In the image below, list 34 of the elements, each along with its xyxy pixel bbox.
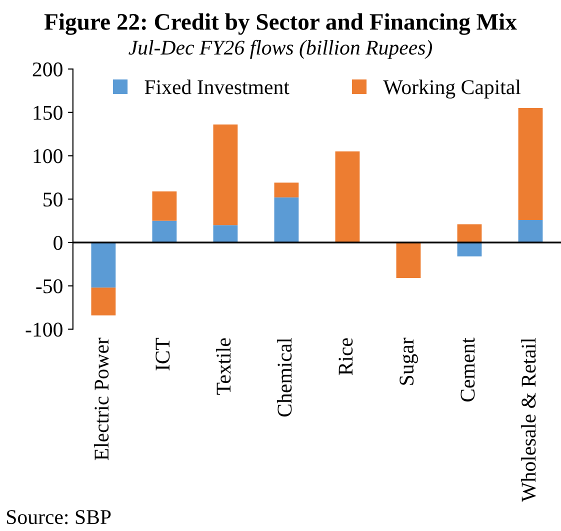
bar (91, 288, 116, 316)
bar (152, 220, 177, 242)
y-tick-label: 200 (32, 62, 62, 76)
bar (274, 197, 299, 242)
legend-label: Fixed Investment (144, 80, 290, 94)
bar (91, 242, 116, 288)
chart-title: Figure 22: Credit by Sector and Financing Mix (44, 13, 517, 35)
bar (213, 225, 238, 242)
bar (274, 182, 299, 198)
source-note: Source: SBP (7, 510, 111, 524)
x-tick-label: Wholesale & Retail (521, 338, 536, 502)
y-tick-label: 0 (54, 236, 62, 250)
bar (335, 151, 360, 242)
x-tick-label: ICT (156, 338, 170, 370)
x-tick-label: Chemical (277, 338, 292, 417)
y-tick-label: 150 (34, 106, 62, 120)
bar (213, 124, 238, 226)
bar (152, 191, 177, 221)
y-tick-label: 100 (34, 149, 62, 164)
x-tick-label: Sugar (400, 338, 418, 385)
y-tick-label: -100 (26, 322, 62, 337)
x-tick-label: Cement (460, 338, 475, 402)
bar (396, 242, 421, 278)
y-tick-label: -50 (36, 279, 62, 294)
legend-label: Working Capital (383, 80, 521, 99)
bar (518, 108, 543, 220)
chart-subtitle: Jul-Dec FY26 flows (billion Rupees) (128, 40, 432, 59)
x-tick-label: Electric Power (94, 338, 109, 460)
x-tick-label: Textile (216, 338, 231, 395)
bar (457, 242, 482, 256)
bar (457, 224, 482, 242)
bar (518, 220, 543, 242)
x-tick-label: Rice (338, 338, 353, 376)
y-tick-label: 50 (44, 192, 62, 207)
